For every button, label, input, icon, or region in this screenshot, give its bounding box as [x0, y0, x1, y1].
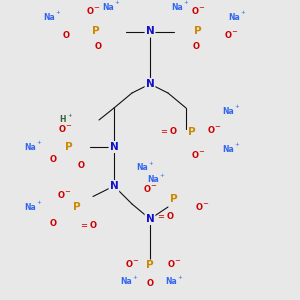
Text: O: O [77, 160, 85, 169]
Text: =: = [158, 212, 164, 221]
Text: O: O [146, 279, 154, 288]
Text: O: O [58, 191, 65, 200]
Text: Na: Na [228, 13, 240, 22]
Text: P: P [188, 127, 196, 137]
Text: O: O [126, 260, 133, 269]
Text: −: − [94, 5, 100, 11]
Text: −: − [232, 29, 238, 35]
Text: Na: Na [147, 176, 159, 184]
Text: P: P [146, 260, 154, 271]
Text: O: O [144, 185, 151, 194]
Text: O: O [170, 127, 177, 136]
Text: O: O [58, 125, 66, 134]
Text: N: N [146, 26, 154, 37]
Text: =: = [160, 127, 167, 136]
Text: −: − [202, 201, 208, 207]
Text: N: N [110, 142, 118, 152]
Text: O: O [95, 42, 102, 51]
Text: Na: Na [24, 202, 36, 211]
Text: O: O [167, 212, 174, 221]
Text: Na: Na [136, 164, 148, 172]
Text: O: O [168, 260, 175, 269]
Text: +: + [114, 0, 119, 5]
Text: −: − [199, 149, 205, 155]
Text: O: O [193, 42, 200, 51]
Text: +: + [234, 142, 239, 147]
Text: −: − [64, 189, 70, 195]
Text: P: P [73, 202, 80, 212]
Text: =: = [80, 221, 87, 230]
Text: Na: Na [222, 145, 234, 154]
Text: +: + [159, 173, 164, 178]
Text: +: + [148, 161, 153, 166]
Text: O: O [50, 154, 57, 164]
Text: −: − [175, 258, 181, 264]
Text: Na: Na [165, 278, 177, 286]
Text: +: + [67, 113, 72, 118]
Text: +: + [56, 10, 60, 15]
Text: +: + [183, 0, 188, 5]
Text: −: − [214, 124, 220, 130]
Text: O: O [192, 152, 199, 160]
Text: P: P [194, 26, 202, 37]
Text: O: O [196, 203, 203, 212]
Text: N: N [146, 214, 154, 224]
Text: Na: Na [102, 3, 114, 12]
Text: N: N [110, 181, 118, 191]
Text: −: − [151, 183, 157, 189]
Text: O: O [89, 221, 97, 230]
Text: −: − [198, 5, 204, 11]
Text: O: O [50, 219, 57, 228]
Text: +: + [240, 10, 245, 15]
Text: +: + [36, 200, 41, 205]
Text: N: N [146, 79, 154, 89]
Text: +: + [36, 140, 41, 145]
Text: O: O [62, 32, 70, 40]
Text: −: − [133, 258, 139, 264]
Text: H: H [60, 116, 66, 124]
Text: O: O [208, 126, 215, 135]
Text: Na: Na [120, 278, 132, 286]
Text: O: O [191, 8, 199, 16]
Text: Na: Na [24, 142, 36, 152]
Text: +: + [177, 275, 182, 280]
Text: Na: Na [171, 3, 183, 12]
Text: O: O [87, 8, 94, 16]
Text: P: P [65, 142, 73, 152]
Text: +: + [132, 275, 137, 280]
Text: +: + [234, 104, 239, 109]
Text: Na: Na [44, 13, 56, 22]
Text: P: P [170, 194, 178, 205]
Text: O: O [225, 32, 232, 40]
Text: P: P [92, 26, 100, 37]
Text: Na: Na [222, 106, 234, 116]
Text: −: − [65, 123, 71, 129]
